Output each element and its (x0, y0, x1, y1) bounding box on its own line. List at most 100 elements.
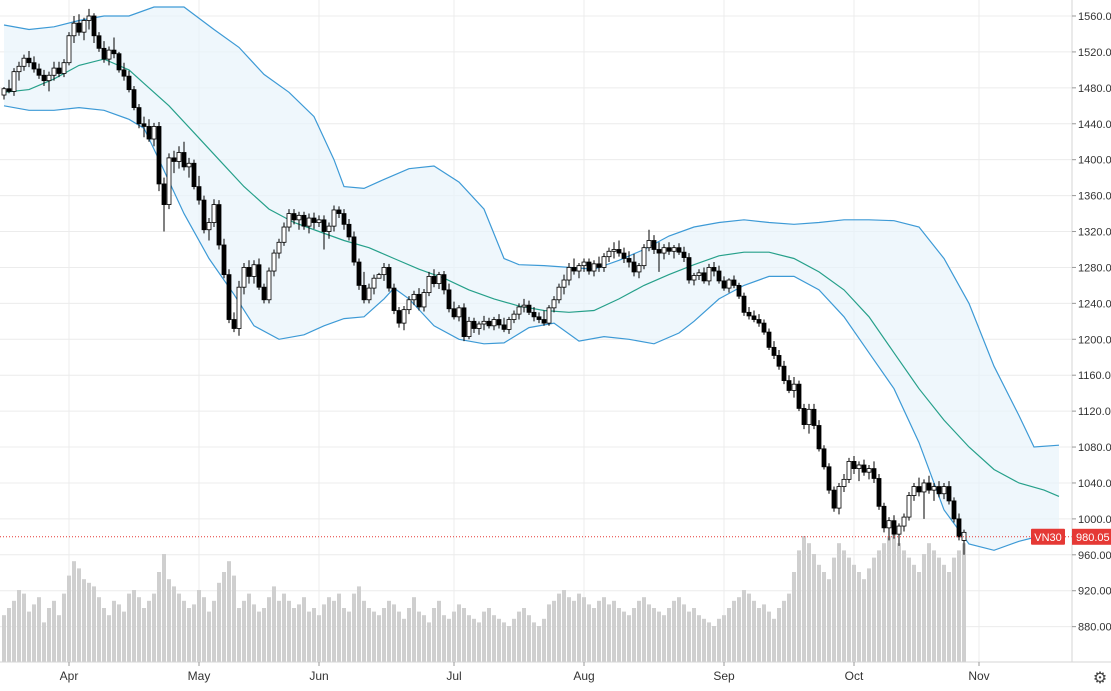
volume-bar (682, 604, 686, 662)
volume-bar (22, 593, 26, 662)
volume-bar (172, 586, 176, 662)
candle-body (871, 468, 877, 479)
volume-bar (87, 582, 91, 662)
volume-bar (297, 604, 301, 662)
volume-bar (337, 593, 341, 662)
volume-bar (232, 575, 236, 662)
candle-body (806, 408, 812, 425)
candle-body (171, 157, 177, 162)
candle-body (696, 272, 702, 276)
volume-bar (182, 600, 186, 662)
volume-bar (292, 608, 296, 662)
volume-bar (652, 608, 656, 662)
candle-body (256, 264, 262, 288)
candle-body (276, 241, 282, 254)
candle-body (821, 448, 827, 468)
volume-bar (872, 557, 876, 662)
candle-body (676, 247, 682, 253)
volume-bar (747, 593, 751, 662)
price-tick-label: 1000.00 (1078, 514, 1111, 526)
candle-body (11, 71, 17, 92)
volume-bar (812, 554, 816, 662)
candle-body (506, 319, 512, 330)
candle-body (161, 183, 167, 205)
candle-body (361, 284, 367, 301)
candle-body (166, 157, 172, 205)
volume-bar (472, 618, 476, 662)
candle-body (291, 213, 297, 221)
volume-bar (397, 611, 401, 662)
candle-body (661, 247, 667, 254)
candle-body (521, 304, 527, 308)
volume-bar (807, 543, 811, 662)
candle-body (51, 67, 57, 76)
candle-body (721, 280, 727, 289)
volume-bar (632, 608, 636, 662)
price-tick-label: 920.00 (1078, 586, 1111, 598)
candle-body (116, 53, 122, 71)
volume-bar (242, 600, 246, 662)
candle-body (306, 217, 312, 227)
volume-bar (282, 593, 286, 662)
symbol-tag (1031, 528, 1065, 545)
volume-bar (287, 600, 291, 662)
candle-body (601, 256, 607, 268)
candle-body (181, 152, 187, 168)
candle-body (531, 311, 537, 318)
settings-gear-icon[interactable]: ⚙ (1092, 668, 1108, 687)
candle-body (591, 263, 597, 272)
candle-body (41, 74, 47, 82)
candle-body (431, 276, 437, 285)
candle-body (761, 322, 767, 333)
volume-bar (612, 600, 616, 662)
volume-bar (942, 564, 946, 662)
candle-body (851, 461, 857, 469)
volume-bar (427, 622, 431, 662)
price-tick-label: 1080.00 (1078, 442, 1111, 454)
candle-body (841, 478, 847, 487)
volume-bar (952, 557, 956, 662)
volume-bar (557, 593, 561, 662)
volume-bar (2, 615, 6, 662)
volume-bar (562, 590, 566, 662)
candle-body (46, 74, 52, 82)
candle-body (6, 88, 12, 92)
volume-bar (197, 590, 201, 662)
price-axis[interactable]: 1560.00 1520.00 1480.00 1440.00 1400.00 1360.… (1071, 0, 1111, 691)
candle-body (511, 313, 517, 320)
candle-body (576, 265, 582, 272)
volume-bar (382, 608, 386, 662)
time-axis[interactable]: Apr May Jun Jul Aug Sep Oct Nov (0, 661, 1111, 683)
candle-body (891, 520, 897, 535)
candle-body (446, 289, 452, 310)
volume-bar (657, 611, 661, 662)
volume-bar (762, 604, 766, 662)
volume-bar (412, 597, 416, 662)
volume-bar (792, 572, 796, 662)
candle-body (206, 222, 212, 231)
candle-body (136, 107, 142, 125)
volume-bar (352, 593, 356, 662)
last-price-badge (1072, 528, 1111, 545)
candle-body (391, 287, 397, 311)
volume-bar (947, 572, 951, 662)
candle-body (636, 265, 642, 273)
volume-bar (882, 543, 886, 662)
volume-bar (717, 618, 721, 662)
price-tick-label: 1280.00 (1078, 262, 1111, 274)
symbol-tag-label: VN30 (1034, 532, 1062, 544)
candle-body (386, 267, 392, 289)
candle-body (366, 287, 372, 301)
candle-body (716, 270, 722, 282)
candle-body (356, 261, 362, 286)
candle-body (766, 331, 772, 348)
candle-body (861, 464, 867, 473)
candle-body (106, 49, 112, 60)
volume-bar (127, 593, 131, 662)
candle-body (896, 525, 902, 535)
candle-body (186, 162, 192, 168)
candle-body (156, 126, 162, 185)
volume-bar (727, 608, 731, 662)
candle-body (526, 304, 532, 313)
